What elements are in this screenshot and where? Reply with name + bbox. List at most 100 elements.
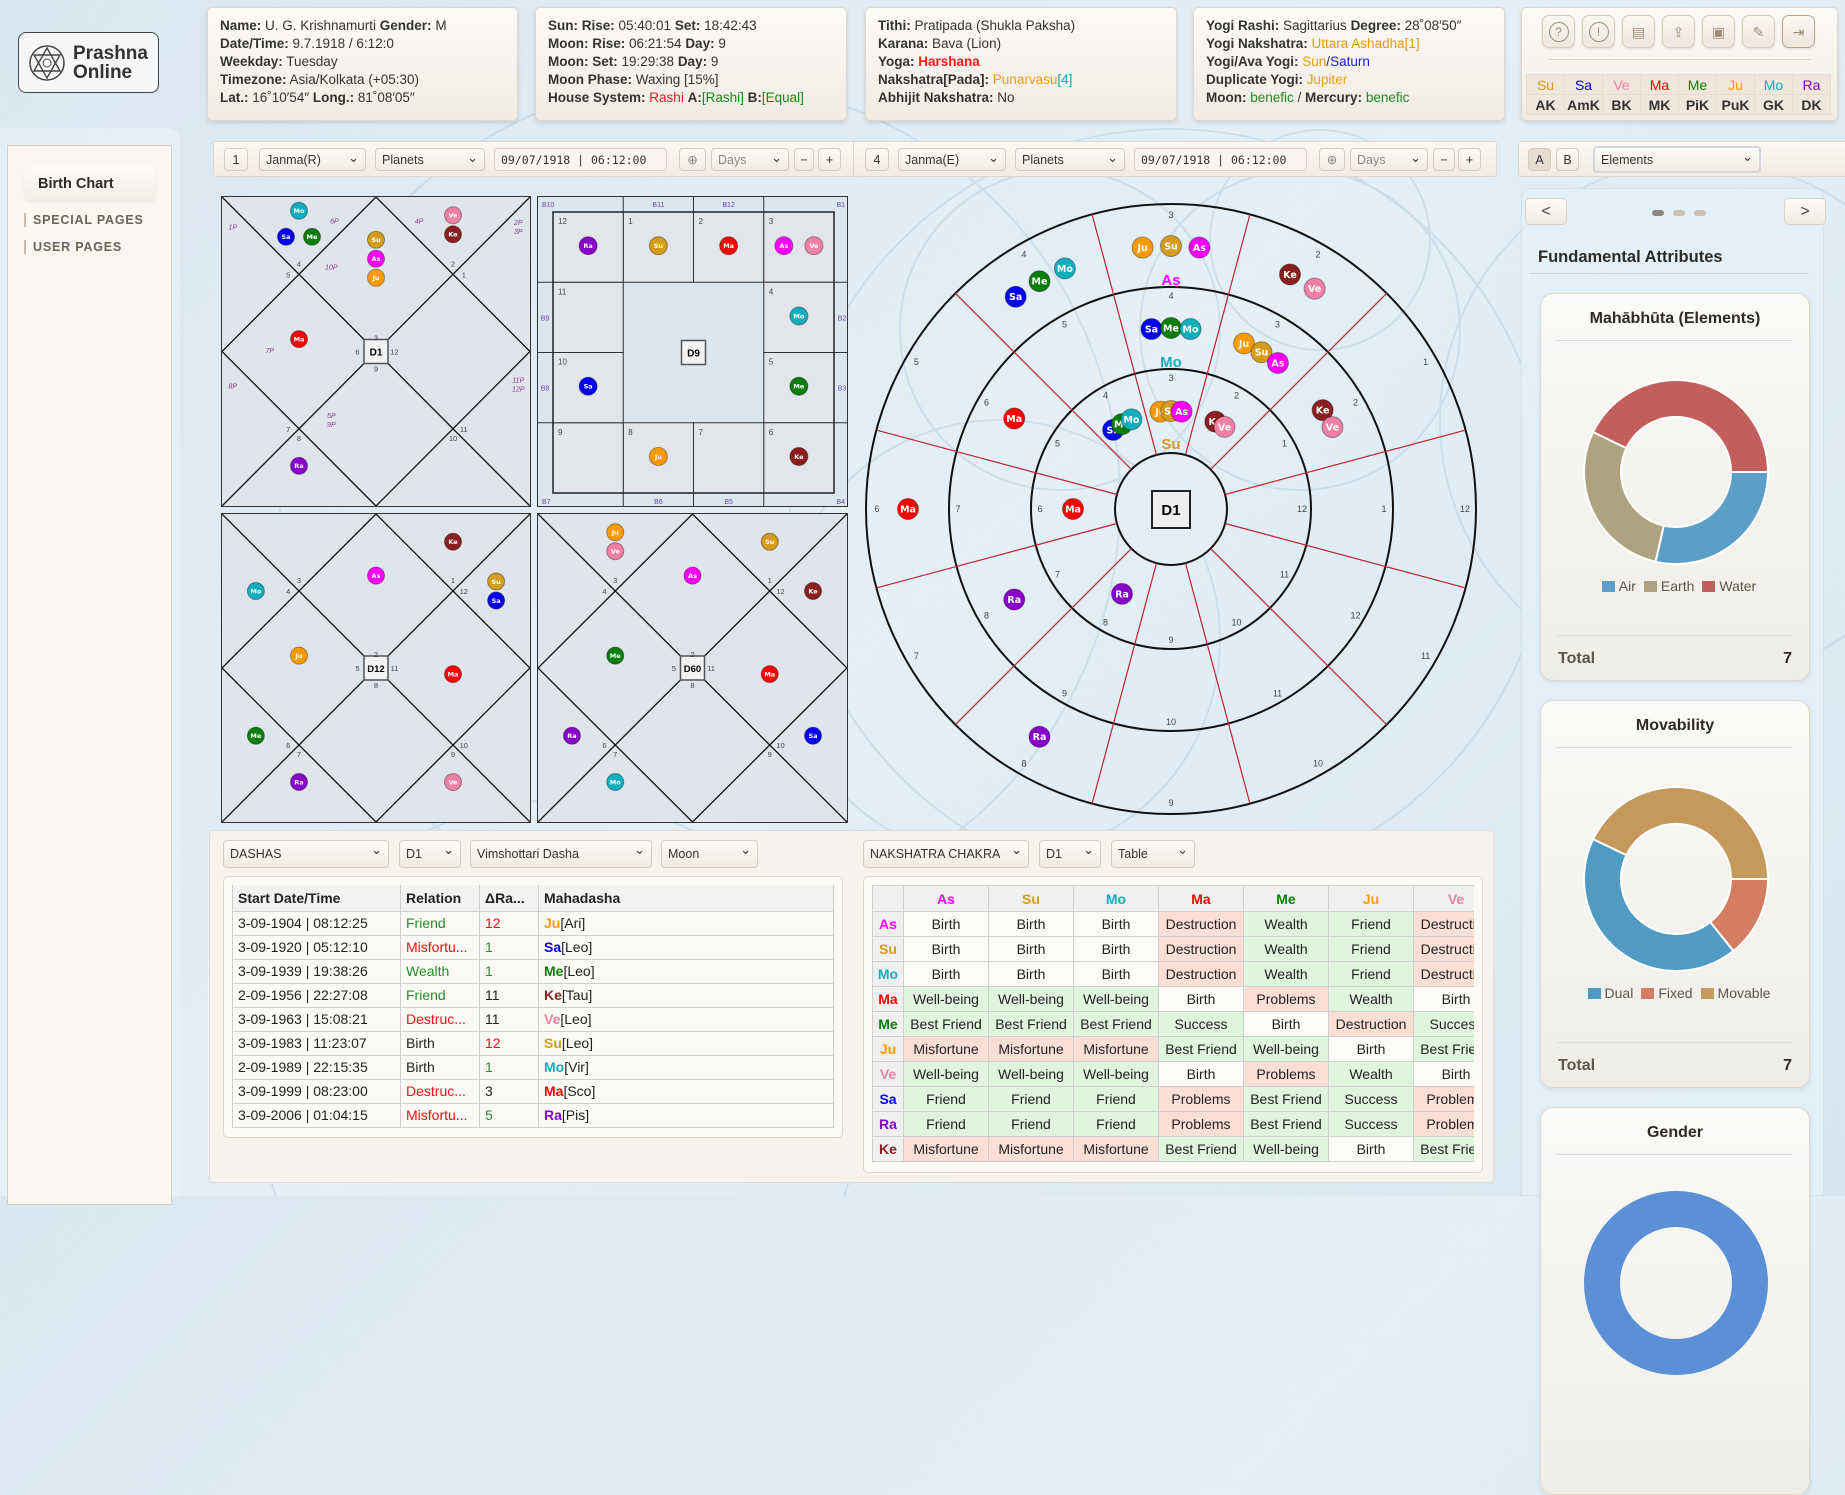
donut-segment-dual[interactable] [1583, 837, 1735, 972]
save-button[interactable]: ▣ [1702, 15, 1735, 48]
planet-ju[interactable]: Ju [1233, 332, 1256, 355]
carousel-dot-3[interactable] [1694, 210, 1706, 216]
legend-label[interactable]: Air [1618, 578, 1636, 594]
dasha-row[interactable]: 3-09-2006 | 01:04:15 Misfortu... 5 Ra[Pis] [232, 1102, 834, 1128]
chart-a-target-button[interactable]: ⊕ [679, 148, 706, 171]
chart-b-number-button[interactable]: 4 [865, 148, 889, 171]
sidebar-item-user-pages[interactable]: USER PAGES [24, 240, 122, 254]
d12-north-chart[interactable]: D12 2 34 5 67 8 9 10 11 12 1 As Mo Ju Me Ra Ve Ma Su Sa Ke [221, 513, 531, 823]
planet-ve[interactable]: Ve [1321, 416, 1344, 439]
carousel-prev-button[interactable]: < [1525, 198, 1567, 225]
nakshatra-division-select[interactable]: D1 [1039, 840, 1101, 868]
legend-label[interactable]: Dual [1604, 985, 1634, 1001]
panel-a-toggle[interactable]: A [1528, 148, 1551, 171]
planet-me[interactable]: Me [246, 726, 265, 745]
planet-as[interactable]: As [774, 236, 794, 256]
carousel-next-button[interactable]: > [1784, 198, 1826, 225]
receipt-button[interactable]: ▤ [1622, 15, 1655, 48]
sign-cell[interactable] [552, 422, 624, 494]
nakshatra-view-select[interactable]: Table [1111, 840, 1195, 868]
dasha-row[interactable]: 3-09-1963 | 15:08:21 Destruc... 11 Ve[Leo] [232, 1006, 834, 1032]
dasha-row[interactable]: 2-09-1956 | 22:27:08 Friend 11 Ke[Tau] [232, 982, 834, 1008]
chart-b-objects-select[interactable]: Planets [1015, 148, 1125, 171]
planet-ju[interactable]: Ju [648, 446, 668, 466]
planet-ju[interactable]: Ju [606, 523, 625, 542]
legend-label[interactable]: Movable [1717, 985, 1771, 1001]
d60-north-chart[interactable]: D60 2 34 5 67 8 9 10 11 12 1 As Ju Ve Me Ra Mo Sa Ma Ke Su [537, 513, 848, 823]
dasha-reference-select[interactable]: Moon [661, 840, 758, 868]
planet-me[interactable]: Me [606, 646, 625, 665]
planet-ke[interactable]: Ke [804, 582, 823, 600]
dasha-row[interactable]: 3-09-1939 | 19:38:26 Wealth 1 Me[Leo] [232, 958, 834, 984]
dasha-row[interactable]: 2-09-1989 | 22:15:35 Birth 1 Mo[Vir] [232, 1054, 834, 1080]
planet-ma[interactable]: Ma [897, 498, 919, 520]
planet-as[interactable]: As [683, 566, 702, 585]
legend-label[interactable]: Water [1719, 578, 1757, 594]
planet-sa[interactable]: Sa [804, 726, 823, 745]
planet-mo[interactable]: Mo [290, 201, 308, 220]
dasha-row[interactable]: 3-09-1983 | 11:23:07 Birth 12 Su[Leo] [232, 1030, 834, 1056]
planet-ra[interactable]: Ra [562, 726, 581, 745]
app-logo[interactable]: Prashna Online [18, 32, 159, 93]
planet-ve[interactable]: Ve [1303, 277, 1326, 300]
chart-b-minus-button[interactable]: − [1433, 148, 1455, 171]
info-button[interactable]: ! [1582, 15, 1615, 48]
sign-cell[interactable] [552, 281, 624, 353]
planet-mo[interactable]: Mo [606, 772, 625, 791]
planet-ve[interactable]: Ve [1213, 415, 1236, 438]
chart-a-objects-select[interactable]: Planets [375, 148, 485, 171]
planet-ra[interactable]: Ra [1003, 588, 1026, 611]
donut-segment-fixed[interactable] [1708, 877, 1770, 953]
planet-ma[interactable]: Ma [444, 665, 462, 684]
planet-ju[interactable]: Ju [1131, 236, 1154, 259]
planet-ma[interactable]: Ma [1062, 498, 1084, 520]
chart-b-target-button[interactable]: ⊕ [1319, 148, 1345, 171]
chart-b-mode-select[interactable]: Janma(E) [898, 148, 1006, 171]
planet-ma[interactable]: Ma [290, 330, 308, 349]
planet-ke[interactable]: Ke [1278, 263, 1301, 286]
planet-sa[interactable]: Sa [1140, 318, 1163, 341]
planet-as[interactable]: As [367, 249, 385, 268]
planet-ra[interactable]: Ra [290, 456, 308, 475]
donut-segment-earth[interactable] [1583, 430, 1665, 563]
sidebar-item-birth-chart[interactable]: Birth Chart [24, 166, 156, 201]
planet-ra[interactable]: Ra [1028, 725, 1051, 748]
donut-segment-water[interactable] [1591, 379, 1770, 473]
logout-button[interactable]: ⇥ [1782, 15, 1815, 48]
planet-mo[interactable]: Mo [246, 582, 265, 600]
planet-ma[interactable]: Ma [1003, 407, 1026, 430]
dasha-system-select[interactable]: Vimshottari Dasha [470, 840, 652, 868]
planet-as[interactable]: As [1188, 236, 1211, 259]
carousel-dot-2[interactable] [1673, 210, 1685, 216]
chat-button[interactable]: ✎ [1742, 15, 1775, 48]
planet-sa[interactable]: Sa [277, 227, 295, 246]
donut-segment-air[interactable] [1654, 471, 1770, 565]
planet-sa[interactable]: Sa [487, 591, 506, 610]
chart-a-minus-button[interactable]: − [794, 148, 814, 171]
nakshatra-category-select[interactable]: NAKSHATRA CHAKRA [863, 840, 1029, 868]
planet-sa[interactable]: Sa [1004, 285, 1027, 308]
planet-mo[interactable]: Mo [1120, 408, 1143, 431]
planet-ju[interactable]: Ju [290, 646, 308, 665]
donut-segment-movable[interactable] [1591, 786, 1770, 880]
dasha-row[interactable]: 3-09-1920 | 05:12:10 Misfortu... 1 Sa[Leo] [232, 934, 834, 960]
chart-b-step-select[interactable]: Days [1350, 148, 1428, 171]
dasha-row[interactable]: 3-09-1904 | 08:12:25 Friend 12 Ju[Ari] [232, 910, 834, 936]
dasha-category-select[interactable]: DASHAS [223, 840, 389, 868]
chart-a-mode-select[interactable]: Janma(R) [259, 148, 366, 171]
planet-su[interactable]: Su [1160, 235, 1182, 257]
column-header[interactable]: Mahadasha [538, 885, 834, 912]
planet-su[interactable]: Su [648, 236, 668, 256]
planet-ma[interactable]: Ma [719, 236, 739, 256]
planet-ke[interactable]: Ke [444, 225, 462, 244]
panel-b-toggle[interactable]: B [1556, 148, 1579, 171]
planet-as[interactable]: As [1266, 351, 1289, 374]
planet-ra[interactable]: Ra [1111, 582, 1133, 605]
dasha-row[interactable]: 3-09-1999 | 08:23:00 Destruc... 3 Ma[Sco] [232, 1078, 834, 1104]
planet-su[interactable]: Su [1250, 341, 1273, 364]
planet-ve[interactable]: Ve [804, 236, 824, 256]
panel-attribute-select[interactable]: Elements [1593, 146, 1761, 173]
legend-label[interactable]: Fixed [1658, 985, 1693, 1001]
